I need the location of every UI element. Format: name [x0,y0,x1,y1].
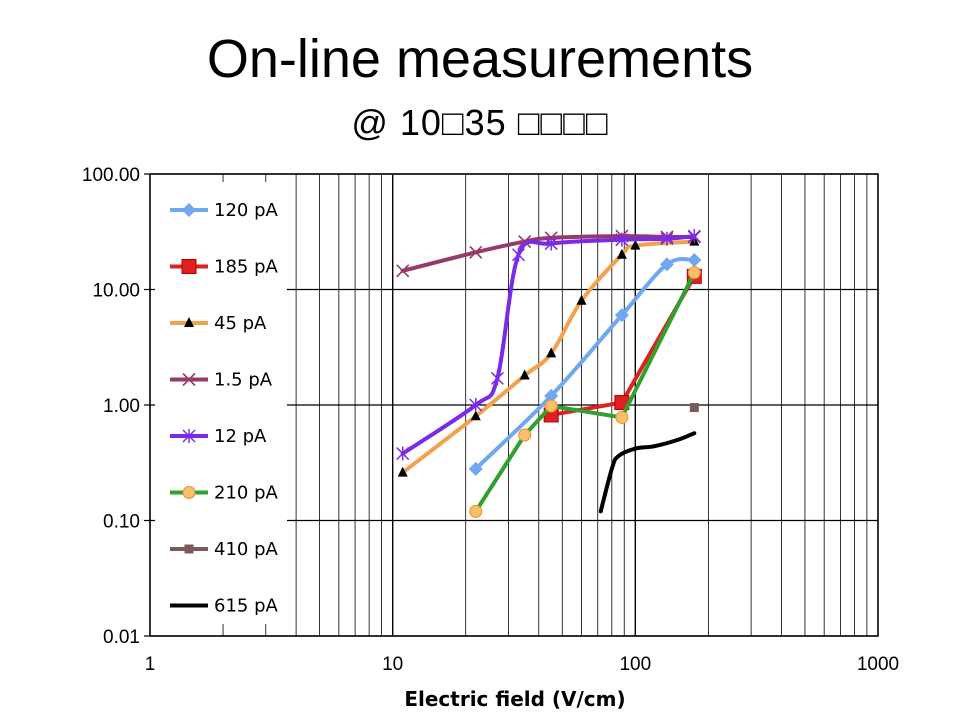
legend-label: 210 pA [214,483,279,504]
legend-label: 410 pA [214,539,279,560]
x-tick-label: 1000 [857,654,899,675]
series-615-pa [598,431,697,514]
data-point [576,294,587,305]
legend-marker [181,259,197,274]
data-point [470,410,481,421]
legend-marker [182,429,196,443]
legend-marker [184,544,194,554]
series-line [473,257,697,471]
data-point [687,229,701,244]
legend-label: 615 pA [214,596,279,617]
x-axis-label: Electric field (V/cm) [404,687,625,711]
legend-label: 185 pA [214,257,279,278]
slide-subtitle: @ 10□35 □□□□ [351,102,609,143]
legend-item: 12 pA [170,426,267,447]
data-point [544,236,558,251]
legend-marker [182,372,196,387]
y-tick-label: 100.00 [82,165,140,186]
data-point [544,399,558,413]
series-line [549,274,697,417]
data-point [469,504,483,518]
legend-label: 120 pA [214,200,279,221]
chart-axes [144,173,879,637]
legend-marker [182,486,196,499]
legend-marker [184,317,194,327]
data-point [469,245,483,259]
legend-label: 12 pA [214,426,267,447]
data-point [614,308,629,323]
data-point [519,369,530,380]
data-point [469,398,483,412]
data-point [687,266,701,280]
data-point [490,371,504,386]
data-point [659,257,674,272]
legend-item: 210 pA [170,483,279,504]
data-point [544,388,559,403]
data-point [468,461,483,476]
legend-item: 120 pA [170,200,279,221]
data-point [689,403,699,413]
data-point [616,248,627,259]
data-point [615,232,629,247]
legend-marker [182,203,196,217]
series-210-pa [469,266,701,518]
x-tick-label: 1 [145,654,156,675]
data-point [396,264,410,278]
data-point [396,446,410,461]
legend-item: 410 pA [170,539,279,560]
chart-series [396,229,702,518]
data-point [660,231,674,246]
data-point [511,247,526,262]
data-point [630,239,641,250]
x-tick-label: 10 [382,654,403,675]
data-point [397,466,408,477]
y-tick-label: 10.00 [92,281,140,302]
legend-item: 615 pA [170,596,279,617]
legend-item: 185 pA [170,257,279,278]
series-line [598,431,697,514]
series-185-pa [543,268,702,423]
legend-item: 45 pA [170,313,267,334]
slide-title: On-line measurements [206,29,754,89]
series-410-pa [689,403,699,413]
data-point [518,428,532,442]
y-tick-label: 0.01 [103,627,140,648]
x-tick-label: 100 [619,654,651,675]
y-tick-label: 0.10 [103,512,140,533]
series-120-pa [468,253,702,476]
legend-label: 1.5 pA [214,370,273,391]
legend-label: 45 pA [214,313,267,334]
series-12-pa [396,229,701,461]
chart-tick-labels: 0.01 0.10 1.00 10.00 100.00 1 10 100 1000 [82,165,899,675]
data-point [546,347,557,358]
data-point [615,410,629,424]
y-tick-label: 1.00 [103,396,140,417]
legend-item: 1.5 pA [170,370,273,391]
legend: 120 pA 185 pA 45 pA 1.5 pA 12 pA 210 pA 410 pA… [170,200,279,617]
data-point [687,253,702,268]
